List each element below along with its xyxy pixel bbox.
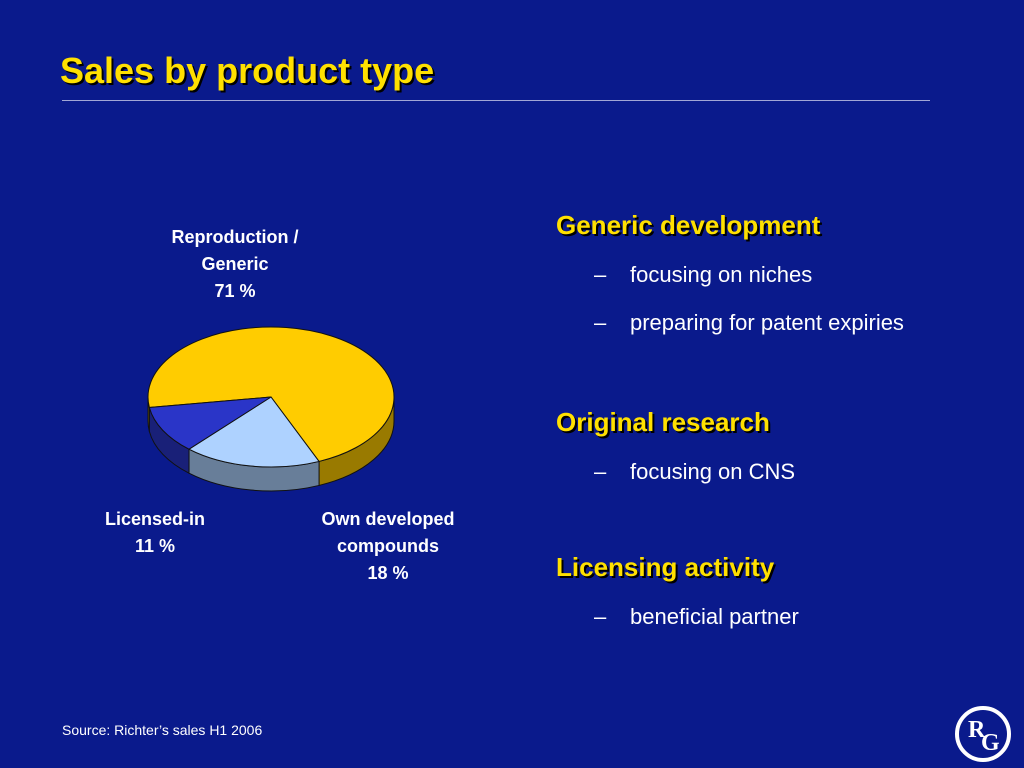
page-title: Sales by product type: [60, 50, 435, 91]
slice-label-line: Generic: [201, 254, 269, 274]
rg-logo-icon: R G: [955, 706, 1011, 762]
slice-label-value: 71 %: [214, 281, 256, 301]
bullet-text: preparing for patent expiries: [630, 310, 904, 335]
dash-bullet-icon: –: [594, 310, 607, 335]
bullet-item: – focusing on niches: [556, 262, 904, 288]
bullet-text: beneficial partner: [630, 604, 799, 629]
svg-text:R: R: [968, 717, 986, 743]
pie-slice-own-developed: [188, 396, 320, 468]
slice-label-licensed-in: Licensed-in 11 %: [80, 506, 230, 560]
slice-label-value: 11 %: [134, 536, 176, 556]
bullet-text: focusing on CNS: [630, 459, 796, 484]
slice-label-own-developed: Own developed compounds 18 %: [288, 506, 488, 587]
slice-label-value: 18 %: [367, 563, 409, 583]
slice-label-line: Licensed-in: [104, 509, 206, 529]
section-original-research: Original research – focusing on CNS: [556, 407, 795, 485]
section-generic-development: Generic development – focusing on niches…: [556, 210, 904, 336]
section-heading: Original research: [556, 407, 770, 437]
section-heading: Licensing activity: [556, 552, 775, 582]
title-divider: [62, 100, 930, 101]
pie-slice-licensed-in: [148, 396, 272, 450]
dash-bullet-icon: –: [594, 459, 607, 484]
section-licensing-activity: Licensing activity – beneficial partner: [556, 552, 799, 630]
dash-bullet-icon: –: [594, 604, 607, 629]
dash-bullet-icon: –: [594, 262, 607, 287]
section-heading: Generic development: [556, 210, 821, 240]
source-note: Source: Richter’s sales H1 2006: [62, 722, 263, 738]
bullet-item: – preparing for patent expiries: [556, 310, 904, 336]
slice-label-line: Own developed: [321, 509, 455, 529]
bullet-item: – focusing on CNS: [556, 459, 795, 485]
slice-label-line: Reproduction /: [171, 227, 299, 247]
bullet-text: focusing on niches: [630, 262, 813, 287]
svg-text:G: G: [981, 730, 1000, 756]
slice-label-reproduction: Reproduction / Generic 71 %: [140, 224, 330, 305]
bullet-item: – beneficial partner: [556, 604, 799, 630]
slice-label-line: compounds: [337, 536, 439, 556]
pie-slice-reproduction: [147, 326, 395, 462]
